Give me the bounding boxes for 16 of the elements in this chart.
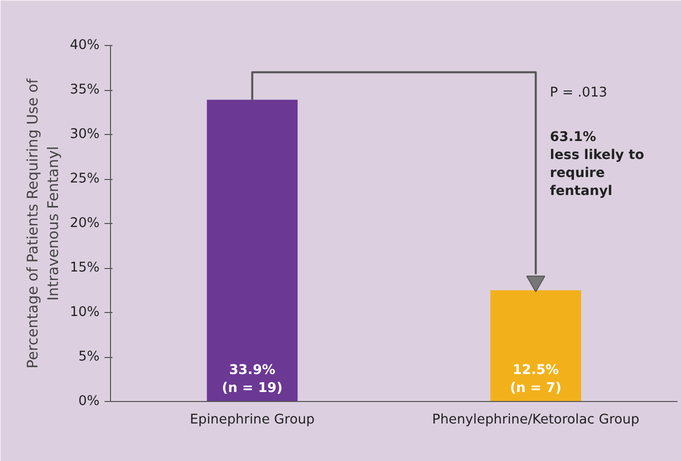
- y-tick-label: 5%: [78, 350, 100, 364]
- y-tick-label: 30%: [70, 127, 100, 142]
- x-tick-label: Epinephrine Group: [190, 412, 315, 428]
- y-tick-label: 35%: [70, 82, 100, 98]
- data-label: 33.9% (n = 19): [222, 363, 283, 396]
- annotation: 63.1% less likely to require fentanyl: [550, 130, 644, 200]
- y-tick-label: 0%: [78, 394, 100, 409]
- annotation: P = .013: [550, 86, 608, 101]
- data-label: 12.5% (n = 7): [510, 363, 562, 396]
- y-tick-label: 25%: [70, 172, 100, 186]
- y-tick-label: 40%: [70, 38, 100, 53]
- x-tick-label: Phenylephrine/Ketorolac Group: [432, 412, 640, 428]
- y-tick-label: 20%: [70, 216, 100, 231]
- y-tick-label: 15%: [70, 260, 100, 276]
- y-tick-label: 10%: [70, 305, 100, 320]
- y-axis-title: Percentage of Patients Requiring Use of Intravenous Fentanyl: [24, 78, 62, 368]
